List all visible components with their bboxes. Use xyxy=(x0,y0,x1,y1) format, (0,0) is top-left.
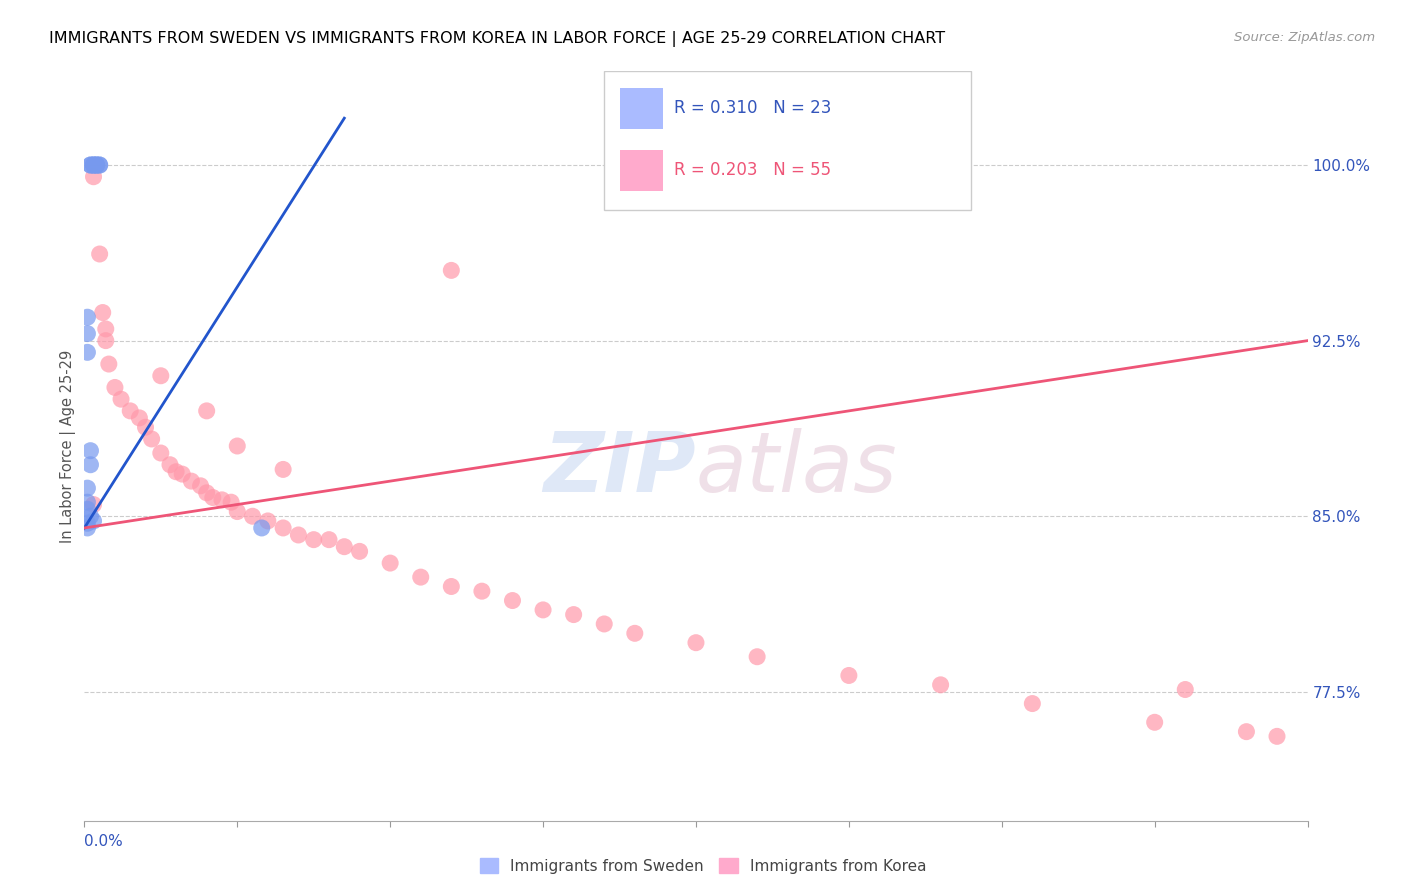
Point xyxy=(110,392,132,407)
Point xyxy=(172,467,194,482)
Point xyxy=(190,479,212,493)
Text: R = 0.310   N = 23: R = 0.310 N = 23 xyxy=(673,99,831,117)
Point xyxy=(76,345,98,359)
Text: 0.0%: 0.0% xyxy=(84,834,124,849)
Point xyxy=(409,570,432,584)
Point xyxy=(195,486,218,500)
Point xyxy=(76,310,98,325)
FancyBboxPatch shape xyxy=(620,150,664,191)
Point xyxy=(440,263,463,277)
Text: R = 0.203   N = 55: R = 0.203 N = 55 xyxy=(673,161,831,179)
Point xyxy=(79,443,101,458)
Y-axis label: In Labor Force | Age 25-29: In Labor Force | Age 25-29 xyxy=(60,350,76,542)
Point xyxy=(201,491,224,505)
Point xyxy=(1236,724,1258,739)
Point xyxy=(1143,715,1166,730)
FancyBboxPatch shape xyxy=(620,87,664,129)
Point xyxy=(195,404,218,418)
Point xyxy=(685,635,707,649)
Point xyxy=(86,158,108,172)
Point xyxy=(219,495,242,509)
Point xyxy=(1021,697,1043,711)
Point xyxy=(94,322,117,336)
Point xyxy=(83,158,105,172)
Point xyxy=(97,357,120,371)
Point xyxy=(128,411,150,425)
Point xyxy=(76,521,98,535)
Point xyxy=(104,380,127,394)
Point xyxy=(929,678,952,692)
Point xyxy=(1174,682,1197,697)
Point xyxy=(318,533,340,547)
Point xyxy=(83,158,105,172)
Point xyxy=(211,492,233,507)
Point xyxy=(624,626,647,640)
Point xyxy=(76,516,98,531)
Point xyxy=(747,649,769,664)
Point xyxy=(76,495,98,509)
Point xyxy=(333,540,356,554)
Point xyxy=(83,498,105,512)
Point xyxy=(141,432,163,446)
Point xyxy=(159,458,181,472)
Point xyxy=(86,158,108,172)
Point xyxy=(440,580,463,594)
Point xyxy=(83,158,105,172)
Point xyxy=(380,556,402,570)
Point xyxy=(165,465,187,479)
Point xyxy=(226,505,249,519)
Point xyxy=(83,514,105,528)
Point xyxy=(1265,730,1288,744)
Point xyxy=(79,158,101,172)
Point xyxy=(76,326,98,341)
Legend: Immigrants from Sweden, Immigrants from Korea: Immigrants from Sweden, Immigrants from … xyxy=(474,852,932,880)
Point xyxy=(135,420,157,434)
Point xyxy=(226,439,249,453)
Text: ZIP: ZIP xyxy=(543,428,696,509)
Point xyxy=(89,158,111,172)
Point xyxy=(83,169,105,184)
Point xyxy=(562,607,585,622)
Point xyxy=(302,533,325,547)
Point xyxy=(76,502,98,516)
Point xyxy=(471,584,494,599)
Point xyxy=(531,603,554,617)
Point xyxy=(89,158,111,172)
Text: IMMIGRANTS FROM SWEDEN VS IMMIGRANTS FROM KOREA IN LABOR FORCE | AGE 25-29 CORRE: IMMIGRANTS FROM SWEDEN VS IMMIGRANTS FRO… xyxy=(49,31,945,47)
Point xyxy=(242,509,264,524)
Point xyxy=(120,404,142,418)
Text: Source: ZipAtlas.com: Source: ZipAtlas.com xyxy=(1234,31,1375,45)
Point xyxy=(502,593,524,607)
Point xyxy=(287,528,309,542)
Point xyxy=(76,481,98,495)
Point xyxy=(838,668,860,682)
Point xyxy=(79,458,101,472)
Point xyxy=(149,446,172,460)
Point xyxy=(271,462,294,476)
Point xyxy=(79,509,101,524)
Point xyxy=(86,158,108,172)
Text: atlas: atlas xyxy=(696,428,897,509)
Point xyxy=(349,544,371,558)
Point xyxy=(250,521,273,535)
Point xyxy=(89,247,111,261)
FancyBboxPatch shape xyxy=(605,71,972,210)
Point xyxy=(91,305,114,319)
Point xyxy=(271,521,294,535)
Point xyxy=(180,474,202,488)
Point xyxy=(149,368,172,383)
Point xyxy=(257,514,280,528)
Point xyxy=(94,334,117,348)
Point xyxy=(79,158,101,172)
Point xyxy=(593,617,616,632)
